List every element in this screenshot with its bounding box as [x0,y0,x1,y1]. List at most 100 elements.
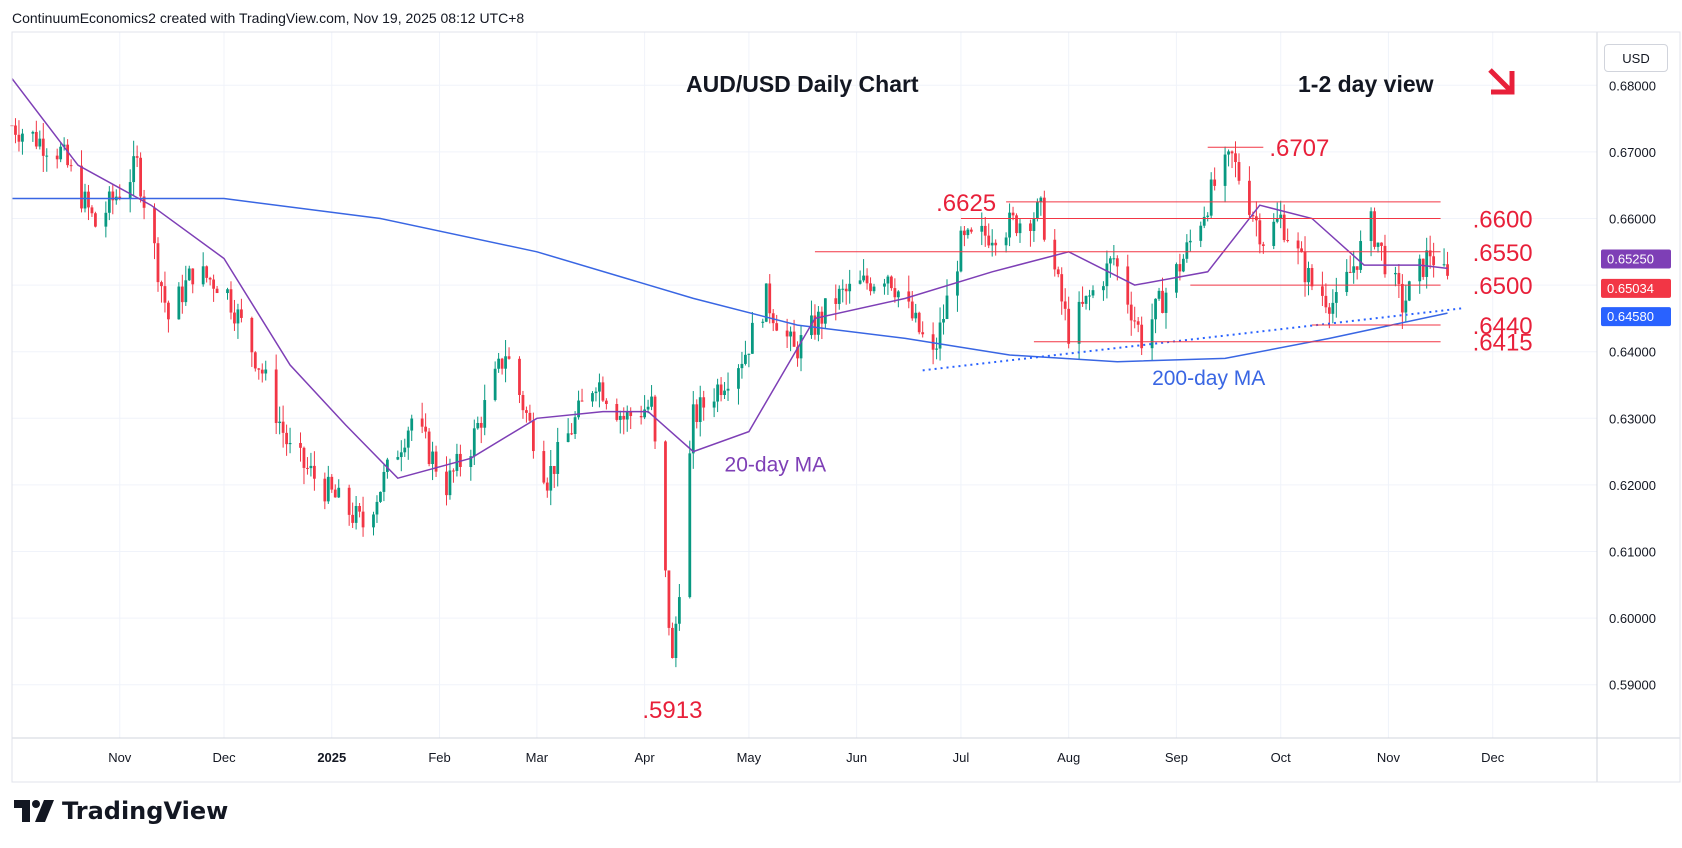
candle-body [604,400,608,404]
y-tick-label: 0.63000 [1609,411,1656,426]
candle-body [1032,218,1036,231]
candle-body [834,298,838,304]
candle-body [813,315,817,335]
candle-body [472,428,476,457]
candle-body [890,276,893,289]
candle-body [229,289,233,313]
candle-body [1310,267,1314,287]
candle-body [799,335,803,359]
candle-body [1206,215,1210,217]
candle-body [1394,272,1397,275]
candle-body [1355,266,1359,270]
level-label: .6625 [936,190,996,217]
candle-body [452,470,455,472]
candle-body [629,411,633,417]
candle-body [723,390,726,396]
candle-body [577,400,580,418]
chart-axes: 0.59000 0.60000 0.61000 0.62000 0.63000 0.640… [11,31,1681,783]
candle-body [719,384,723,396]
candle-body [959,230,963,272]
candle-body [1425,250,1429,277]
candle-body [236,309,240,324]
price-badge-label: 0.65250 [1607,251,1654,266]
candle-body [869,283,872,292]
candle-body [1213,179,1217,186]
candle-body [1188,240,1192,243]
candle-body [1088,295,1091,297]
candle-body [420,418,424,427]
y-tick-label: 0.68000 [1609,78,1656,93]
candle-body [1136,321,1140,325]
tradingview-logo[interactable]: TradingView [14,797,228,825]
candle-body [87,191,90,208]
candle-body [1258,220,1262,245]
candle-body [1286,240,1290,242]
tradingview-logo-text: TradingView [62,797,229,825]
candle-body [1404,300,1408,313]
candle-body [677,597,681,624]
candle-body [187,268,191,281]
candle-body [945,295,949,319]
candle-body [59,146,63,160]
candle-body [1407,281,1411,301]
x-tick-label: Oct [1271,750,1292,765]
candle-body [483,400,487,428]
x-tick-label: Aug [1057,750,1080,765]
candle-body [1133,320,1137,322]
candle-body [299,442,302,448]
candle-body [823,298,827,324]
candle-body [966,229,970,236]
candle-body [841,288,845,290]
candle-body [907,291,911,302]
candle-body [1181,258,1185,272]
candle-body [1008,212,1011,238]
candle-body [744,354,747,364]
candle-body [726,388,730,391]
candle-body [956,271,959,296]
x-tick-label: May [737,750,762,765]
candle-body [1296,240,1300,249]
candle-body [240,309,243,318]
candle-body [337,487,341,498]
candle-body [302,447,306,468]
candle-body [361,511,365,528]
candle-body [399,452,403,458]
candle-body [1140,324,1144,349]
y-tick-label: 0.64000 [1609,345,1656,360]
candle-body [1334,292,1338,303]
candle-body [1237,162,1241,181]
price-badge [1601,249,1671,269]
candle-body [306,467,309,469]
candle-body [1275,218,1279,222]
candle-body [556,442,560,474]
y-tick-label: 0.61000 [1609,545,1656,560]
candle-body [55,155,59,160]
level-label: .6415 [1473,330,1533,357]
candle-body [375,501,379,515]
ma20-label: 20-day MA [725,454,827,477]
candle-body [469,456,473,467]
x-tick-label: Dec [1481,750,1505,765]
candle-body [990,242,994,246]
candle-body [493,368,497,401]
currency-unit-button[interactable]: USD [1604,44,1668,72]
arrow-head [1491,71,1515,95]
candle-body [500,358,504,369]
candle-body [167,302,170,320]
candle-body [1223,154,1227,186]
candle-body [917,312,921,333]
candle-body [128,182,132,199]
chart-series [10,115,1449,668]
level-label: .6600 [1473,206,1533,233]
candle-body [1421,258,1425,277]
candle-body [309,465,313,469]
chart-grid [12,32,1597,738]
x-tick-label: Sep [1165,750,1188,765]
candle-body [764,283,768,322]
candle-body [886,276,890,284]
chart-annotations: .6707 .6625 .6600 .6550 .6500 .6440.6415 .5913… [642,68,1533,724]
candle-body [1129,304,1133,321]
candle-body [1227,151,1230,155]
candle-body [1432,256,1436,266]
